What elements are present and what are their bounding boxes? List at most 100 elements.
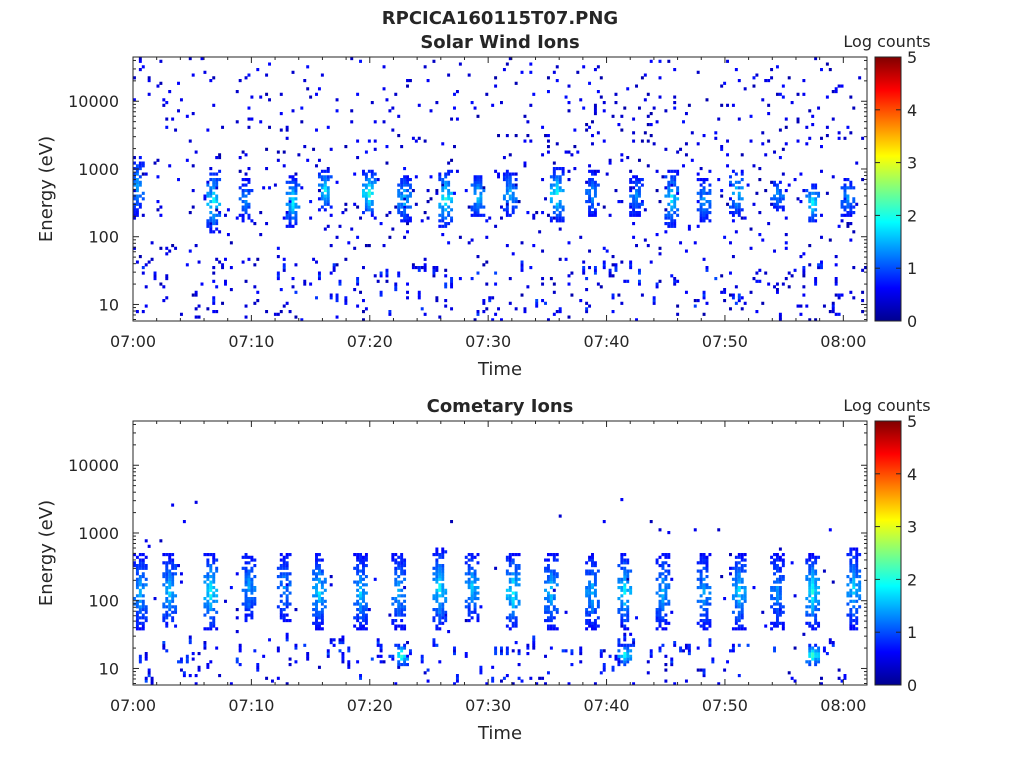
heatmap-cell xyxy=(849,577,853,581)
heatmap-cell xyxy=(235,90,239,94)
heatmap-cell xyxy=(670,180,674,184)
heatmap-cell xyxy=(212,561,216,565)
heatmap-cell xyxy=(544,558,547,562)
heatmap-cell xyxy=(323,599,327,603)
heatmap-cell xyxy=(370,175,374,179)
heatmap-cell xyxy=(775,588,779,592)
heatmap-cell xyxy=(693,241,697,245)
heatmap-cell xyxy=(852,580,856,584)
heatmap-cell xyxy=(320,616,324,620)
heatmap-cell xyxy=(676,172,680,176)
heatmap-cell xyxy=(834,282,838,286)
heatmap-cell xyxy=(191,293,195,297)
heatmap-cell xyxy=(362,572,365,576)
heatmap-cell xyxy=(640,293,644,297)
heatmap-cell xyxy=(588,266,592,270)
heatmap-cell xyxy=(162,643,166,647)
heatmap-cell xyxy=(209,605,213,609)
heatmap-cell xyxy=(241,178,245,182)
heatmap-cell xyxy=(846,613,850,617)
heatmap-cell xyxy=(185,114,189,118)
heatmap-cell xyxy=(620,580,624,584)
heatmap-cell xyxy=(135,194,139,198)
heatmap-cell xyxy=(558,514,562,518)
heatmap-cell xyxy=(194,674,198,678)
heatmap-cell xyxy=(226,233,230,237)
heatmap-cell xyxy=(849,290,853,294)
heatmap-cell xyxy=(676,169,680,173)
heatmap-cell xyxy=(702,293,706,297)
heatmap-cell xyxy=(532,92,536,96)
heatmap-cell xyxy=(438,577,442,581)
heatmap-cell xyxy=(676,197,680,201)
heatmap-cell xyxy=(203,613,207,617)
heatmap-cell xyxy=(329,175,333,179)
heatmap-cell xyxy=(203,605,207,609)
heatmap-cell xyxy=(814,282,818,286)
heatmap-cell xyxy=(470,205,474,209)
heatmap-cell xyxy=(291,224,295,228)
heatmap-cell xyxy=(350,57,354,61)
heatmap-cell xyxy=(817,194,821,198)
heatmap-cell xyxy=(203,197,207,201)
heatmap-cell xyxy=(626,577,630,581)
heatmap-cell xyxy=(494,84,498,88)
heatmap-cell xyxy=(315,624,318,628)
heatmap-cell xyxy=(250,189,254,193)
heatmap-cell xyxy=(162,299,166,303)
heatmap-cell xyxy=(811,577,815,581)
heatmap-cell xyxy=(241,194,245,198)
heatmap-cell xyxy=(241,219,245,223)
heatmap-cell xyxy=(544,588,547,592)
heatmap-cell xyxy=(218,213,222,217)
heatmap-cell xyxy=(702,555,706,559)
heatmap-cell xyxy=(323,580,327,584)
heatmap-cell xyxy=(775,288,779,292)
heatmap-cell xyxy=(494,566,498,570)
heatmap-cell xyxy=(555,208,559,212)
heatmap-cell xyxy=(655,613,659,617)
heatmap-cell xyxy=(814,183,818,187)
heatmap-cell xyxy=(546,145,550,149)
heatmap-cell xyxy=(373,139,377,143)
heatmap-cell xyxy=(171,561,175,565)
heatmap-cell xyxy=(215,227,219,231)
heatmap-cell xyxy=(162,103,166,107)
heatmap-cell xyxy=(570,293,574,297)
heatmap-cell xyxy=(831,90,835,94)
heatmap-cell xyxy=(843,186,847,190)
heatmap-cell xyxy=(679,646,683,650)
heatmap-cell xyxy=(453,191,456,195)
heatmap-cell xyxy=(441,602,445,606)
heatmap-cell xyxy=(673,95,677,99)
heatmap-cell xyxy=(341,652,345,656)
heatmap-cell xyxy=(546,597,550,601)
heatmap-cell xyxy=(546,577,550,581)
heatmap-cell xyxy=(247,602,251,606)
heatmap-cell xyxy=(561,216,565,220)
heatmap-cell xyxy=(347,665,351,669)
heatmap-cell xyxy=(820,260,823,264)
heatmap-cell xyxy=(825,652,829,656)
heatmap-cell xyxy=(664,553,668,557)
heatmap-cell xyxy=(820,266,823,270)
heatmap-cell xyxy=(811,197,815,201)
heatmap-cell xyxy=(508,194,512,198)
heatmap-cell xyxy=(808,649,812,653)
heatmap-cell xyxy=(737,580,741,584)
heatmap-cell xyxy=(356,282,360,286)
heatmap-cell xyxy=(406,282,409,286)
heatmap-cell xyxy=(737,599,741,603)
heatmap-cell xyxy=(367,139,371,143)
heatmap-cell xyxy=(855,588,859,592)
heatmap-cell xyxy=(734,186,738,190)
heatmap-cell xyxy=(591,134,594,138)
heatmap-cell xyxy=(464,599,468,603)
heatmap-cell xyxy=(508,175,512,179)
heatmap-cell xyxy=(740,566,744,570)
heatmap-cell xyxy=(591,142,594,146)
heatmap-cell xyxy=(403,660,407,664)
heatmap-cell xyxy=(467,608,471,612)
heatmap-cell xyxy=(593,561,597,565)
heatmap-cell xyxy=(541,282,545,286)
